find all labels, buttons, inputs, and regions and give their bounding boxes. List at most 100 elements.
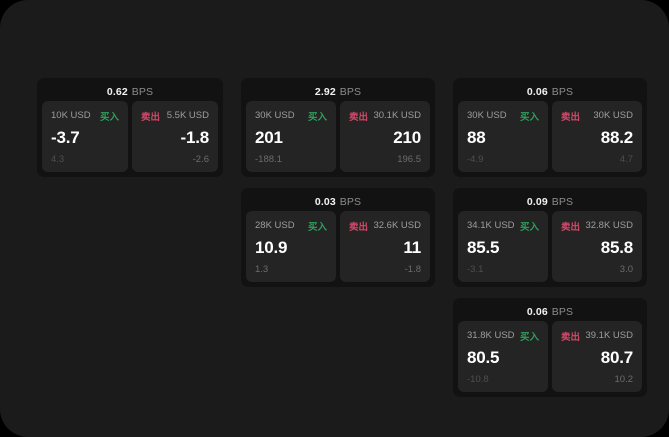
sell-subvalue: -2.6 [192,154,209,165]
sell-panel[interactable]: 卖出 30K USD 88.2 4.7 [552,101,642,172]
spread-card[interactable]: 2.92 BPS 30K USD 买入 201 -188.1 卖出 30.1K … [241,78,435,177]
buy-value: -3.7 [51,128,80,147]
buy-side-label: 买入 [307,111,327,123]
sell-value: 80.7 [600,348,633,367]
sell-panel-header: 卖出 5.5K USD [141,109,209,123]
buy-value: 88 [467,128,486,147]
buy-side-label: 买入 [99,111,119,123]
sell-value: 85.8 [600,238,633,257]
sell-value: 88.2 [600,128,633,147]
buy-value: 10.9 [255,238,288,257]
buy-panel[interactable]: 34.1K USD 买入 85.5 -3.1 [458,211,548,282]
bps-unit-label: BPS [551,86,574,98]
sell-subvalue: 4.7 [619,154,633,165]
spread-card-grid: 0.62 BPS 10K USD 买入 -3.7 4.3 卖出 5.5K USD [37,78,647,397]
sell-panel[interactable]: 卖出 5.5K USD -1.8 -2.6 [132,101,218,172]
bps-value: 0.06 [526,86,548,98]
bps-value: 0.06 [526,306,548,318]
sell-panel-header: 卖出 32.6K USD [349,219,421,233]
card-header: 0.03 BPS [246,193,430,211]
spread-card[interactable]: 0.09 BPS 34.1K USD 买入 85.5 -3.1 卖出 32.8K… [453,188,647,287]
buy-panel[interactable]: 30K USD 买入 88 -4.9 [458,101,548,172]
buy-subvalue: -188.1 [255,154,282,165]
sell-panel-header: 卖出 30K USD [561,109,633,123]
buy-side-label: 买入 [519,111,539,123]
spread-card[interactable]: 0.06 BPS 31.8K USD 买入 80.5 -10.8 卖出 39.1… [453,298,647,397]
sell-subvalue: 10.2 [614,374,634,385]
sell-panel[interactable]: 卖出 32.6K USD 11 -1.8 [340,211,430,282]
buy-subvalue: 1.3 [255,264,269,275]
buy-subvalue: -3.1 [467,264,484,275]
bps-unit-label: BPS [339,196,362,208]
buy-size-label: 30K USD [467,110,507,121]
sell-side-label: 卖出 [561,331,581,343]
sell-panel-header: 卖出 39.1K USD [561,329,633,343]
buy-side-label: 买入 [519,221,539,233]
sell-side-label: 卖出 [141,111,161,123]
card-panels: 30K USD 买入 88 -4.9 卖出 30K USD 88.2 4.7 [458,101,642,172]
sell-side-label: 卖出 [349,221,369,233]
sell-subvalue: 196.5 [397,154,421,165]
buy-panel-header: 30K USD 买入 [255,109,327,123]
buy-panel-header: 30K USD 买入 [467,109,539,123]
sell-size-label: 32.6K USD [373,220,421,231]
bps-value: 2.92 [314,86,336,98]
sell-side-label: 卖出 [561,221,581,233]
sell-panel[interactable]: 卖出 30.1K USD 210 196.5 [340,101,430,172]
buy-panel-header: 10K USD 买入 [51,109,119,123]
card-header: 0.09 BPS [458,193,642,211]
card-header: 0.06 BPS [458,83,642,101]
buy-value: 80.5 [467,348,500,367]
card-panels: 10K USD 买入 -3.7 4.3 卖出 5.5K USD -1.8 -2.… [42,101,218,172]
sell-side-label: 卖出 [349,111,369,123]
buy-size-label: 28K USD [255,220,295,231]
sell-size-label: 39.1K USD [585,330,633,341]
sell-subvalue: -1.8 [404,264,421,275]
buy-panel[interactable]: 31.8K USD 买入 80.5 -10.8 [458,321,548,392]
buy-size-label: 10K USD [51,110,91,121]
buy-subvalue: 4.3 [51,154,65,165]
buy-size-label: 31.8K USD [467,330,515,341]
buy-value: 85.5 [467,238,500,257]
sell-panel-header: 卖出 32.8K USD [561,219,633,233]
bps-value: 0.09 [526,196,548,208]
bps-unit-label: BPS [131,86,154,98]
buy-panel-header: 31.8K USD 买入 [467,329,539,343]
spread-card[interactable]: 0.06 BPS 30K USD 买入 88 -4.9 卖出 30K USD [453,78,647,177]
sell-size-label: 30K USD [593,110,633,121]
sell-value: 11 [403,238,421,257]
buy-panel[interactable]: 30K USD 买入 201 -188.1 [246,101,336,172]
bps-value: 0.03 [314,196,336,208]
sell-size-label: 30.1K USD [373,110,421,121]
sell-panel[interactable]: 卖出 32.8K USD 85.8 3.0 [552,211,642,282]
bps-unit-label: BPS [551,196,574,208]
buy-size-label: 30K USD [255,110,295,121]
buy-side-label: 买入 [519,331,539,343]
card-panels: 28K USD 买入 10.9 1.3 卖出 32.6K USD 11 -1.8 [246,211,430,282]
card-header: 0.06 BPS [458,303,642,321]
card-panels: 31.8K USD 买入 80.5 -10.8 卖出 39.1K USD 80.… [458,321,642,392]
bps-value: 0.62 [106,86,128,98]
spread-card[interactable]: 0.62 BPS 10K USD 买入 -3.7 4.3 卖出 5.5K USD [37,78,223,177]
buy-panel-header: 34.1K USD 买入 [467,219,539,233]
sell-side-label: 卖出 [561,111,581,123]
sell-subvalue: 3.0 [619,264,633,275]
sell-panel-header: 卖出 30.1K USD [349,109,421,123]
buy-size-label: 34.1K USD [467,220,515,231]
sell-value: 210 [393,128,421,147]
bps-unit-label: BPS [339,86,362,98]
sell-size-label: 5.5K USD [166,110,209,121]
buy-side-label: 买入 [307,221,327,233]
buy-panel-header: 28K USD 买入 [255,219,327,233]
sell-panel[interactable]: 卖出 39.1K USD 80.7 10.2 [552,321,642,392]
buy-panel[interactable]: 28K USD 买入 10.9 1.3 [246,211,336,282]
spread-card[interactable]: 0.03 BPS 28K USD 买入 10.9 1.3 卖出 32.6K US… [241,188,435,287]
buy-panel[interactable]: 10K USD 买入 -3.7 4.3 [42,101,128,172]
card-panels: 30K USD 买入 201 -188.1 卖出 30.1K USD 210 1… [246,101,430,172]
buy-value: 201 [255,128,283,147]
buy-subvalue: -10.8 [467,374,489,385]
sell-size-label: 32.8K USD [585,220,633,231]
buy-subvalue: -4.9 [467,154,484,165]
sell-value: -1.8 [180,128,210,147]
